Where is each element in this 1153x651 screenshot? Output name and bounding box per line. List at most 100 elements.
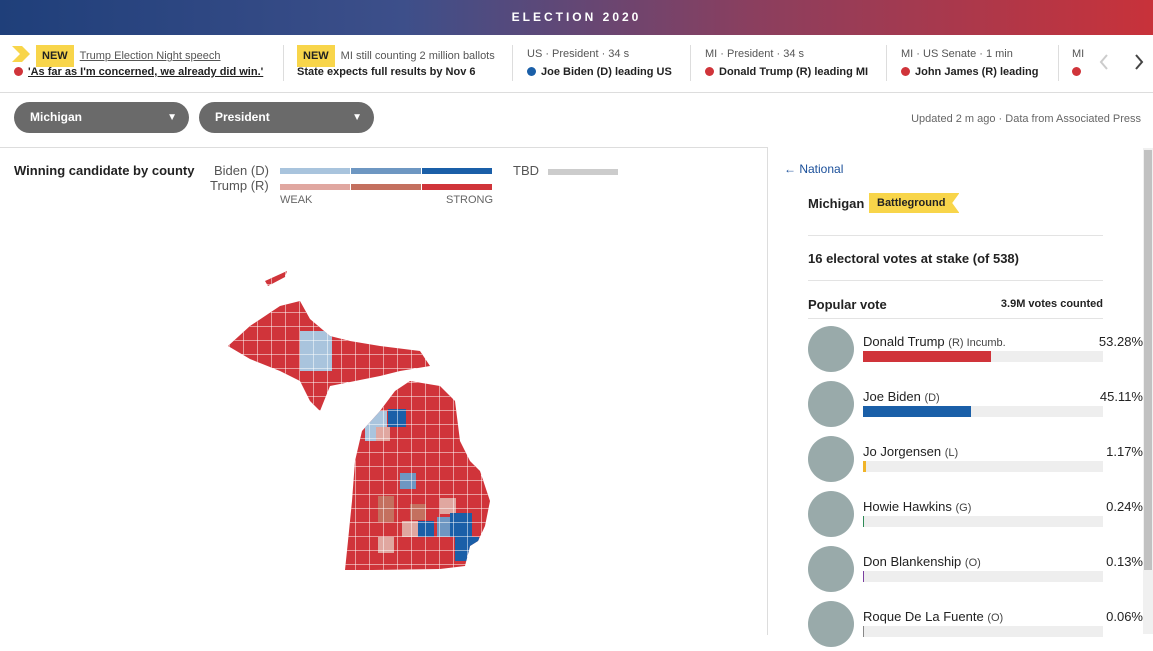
bar-track [863, 351, 1103, 362]
popular-title: Popular vote [808, 297, 887, 312]
candidate: Don Blankenship (O) [863, 554, 981, 569]
vote-percent: 45.11% [1099, 389, 1143, 404]
headline: MI [1072, 48, 1085, 60]
votes-counted: 3.9M votes counted [1000, 298, 1103, 310]
ticker-item[interactable]: MI · President · 34 s Donald Trump (R) l… [705, 45, 868, 78]
candidate-party: (L) [944, 447, 959, 459]
ticker-item[interactable]: NEW MI still counting 2 million ballots S… [297, 45, 495, 78]
vote-percent: 53.28% [1098, 334, 1143, 349]
legend-trump: Trump (R) [210, 178, 269, 193]
candidate-row: Howie Hawkins (G) 0.24% [808, 491, 1143, 541]
candidate-party: (R) Incumb. [948, 337, 1006, 349]
candidate-party: (O) [964, 557, 981, 569]
candidate-name: Donald Trump [863, 334, 945, 349]
candidate-row: Roque De La Fuente (O) 0.06% [808, 601, 1143, 651]
dropdown-label: President [215, 110, 270, 124]
vote-percent: 0.13% [1106, 554, 1143, 569]
detail: State expects full results by Nov 6 [297, 66, 476, 78]
detail: John James (R) leading [915, 66, 1039, 78]
scroll-thumb[interactable] [1144, 150, 1152, 570]
candidate-row: Donald Trump (R) Incumb. 53.28% [808, 326, 1143, 376]
bar-track [863, 626, 1103, 637]
divider [808, 280, 1103, 281]
back-link[interactable]: ← National [784, 162, 844, 176]
sidebar: ← National Michigan Battleground 16 elec… [768, 148, 1143, 647]
state-name: Michigan [808, 196, 865, 211]
legend-weak: WEAK [280, 194, 313, 206]
candidate-name: Jo Jorgensen [863, 444, 942, 459]
source: Data from Associated Press [1005, 113, 1141, 125]
candidate-party: (G) [955, 502, 972, 514]
dot [705, 67, 714, 76]
candidate-photo [808, 381, 854, 427]
badge: NEW [36, 45, 74, 67]
separator [283, 45, 284, 81]
candidate-photo [808, 601, 854, 647]
vote-percent: 0.06% [1106, 609, 1143, 624]
vote-bar [863, 626, 864, 637]
ticker-item[interactable]: MI [1072, 45, 1086, 78]
map-panel: Winning candidate by county Biden (D) Tr… [0, 147, 768, 635]
ticker-item[interactable]: NEW Trump Election Night speech 'As far a… [14, 45, 263, 78]
separator [512, 45, 513, 81]
legend-tbd: TBD [513, 163, 539, 178]
vote-bar [863, 571, 864, 582]
candidate: Jo Jorgensen (L) [863, 444, 958, 459]
vote-bar [863, 406, 972, 417]
update-info: Updated 2 m ago · Data from Associated P… [911, 113, 1141, 125]
next-button[interactable] [1133, 53, 1145, 71]
legend-strong: STRONG [446, 194, 494, 206]
divider [808, 235, 1103, 236]
dropdown-label: Michigan [30, 110, 83, 124]
candidate-name: Howie Hawkins [863, 499, 952, 514]
candidate-photo [808, 546, 854, 592]
candidate-photo [808, 436, 854, 482]
headline: MI · President · 34 s [705, 48, 805, 60]
vote-percent: 0.24% [1106, 499, 1143, 514]
candidate-name: Joe Biden [863, 389, 921, 404]
candidate-name: Roque De La Fuente [863, 609, 984, 624]
candidate-party: (O) [987, 612, 1004, 624]
badge: NEW [297, 45, 335, 67]
vote-percent: 1.17% [1106, 444, 1143, 459]
ticker-item[interactable]: MI · US Senate · 1 min John James (R) le… [901, 45, 1038, 78]
candidate-row: Joe Biden (D) 45.11% [808, 381, 1143, 431]
vote-bar [863, 461, 866, 472]
vote-bar [863, 516, 864, 527]
bar-track [863, 406, 1103, 417]
updated: Updated 2 m ago [911, 113, 996, 125]
map-title: Winning candidate by county [14, 163, 195, 178]
legend-biden: Biden (D) [214, 163, 269, 178]
headline: MI still counting 2 million ballots [340, 50, 495, 62]
top-banner: ELECTION 2020 [0, 0, 1153, 35]
electoral-votes: 16 electoral votes at stake (of 538) [808, 251, 1019, 266]
race-dropdown[interactable]: President ▼ [199, 102, 374, 133]
back-label: National [799, 162, 844, 176]
scrollbar[interactable] [1143, 148, 1153, 634]
dot [527, 67, 536, 76]
candidate-row: Jo Jorgensen (L) 1.17% [808, 436, 1143, 486]
bar-track [863, 571, 1103, 582]
bar-track [863, 461, 1103, 472]
headline: MI · US Senate · 1 min [901, 48, 1013, 60]
battleground-tag: Battleground [869, 193, 960, 213]
detail[interactable]: 'As far as I'm concerned, we already did… [28, 66, 264, 78]
divider [808, 318, 1103, 319]
prev-button[interactable] [1098, 53, 1110, 71]
bar-track [863, 516, 1103, 527]
separator [1058, 45, 1059, 81]
ticker: NEW Trump Election Night speech 'As far a… [0, 35, 1153, 93]
detail: Joe Biden (D) leading US [541, 66, 672, 78]
banner-title: ELECTION 2020 [511, 10, 642, 24]
chevron-icon [12, 46, 30, 62]
ticker-item[interactable]: US · President · 34 s Joe Biden (D) lead… [527, 45, 672, 78]
state-dropdown[interactable]: Michigan ▼ [14, 102, 189, 133]
headline[interactable]: Trump Election Night speech [79, 50, 221, 62]
candidate-photo [808, 326, 854, 372]
headline: US · President · 34 s [527, 48, 630, 60]
legend-scale [280, 168, 618, 190]
county-map[interactable] [0, 1, 767, 635]
dot [1072, 67, 1081, 76]
candidate-party: (D) [924, 392, 940, 404]
